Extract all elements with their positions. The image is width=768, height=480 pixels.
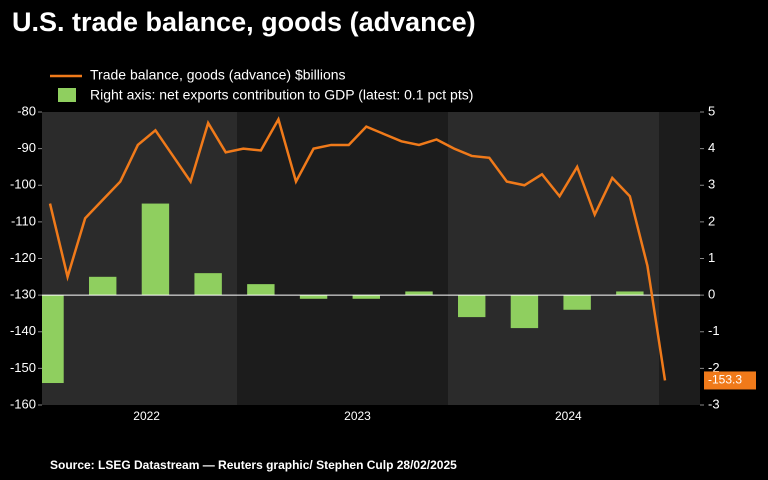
- y2-tick-label: 3: [708, 177, 715, 192]
- bar: [299, 295, 328, 299]
- bar: [247, 284, 275, 296]
- bar: [405, 291, 433, 296]
- source: Source: LSEG Datastream — Reuters graphi…: [50, 458, 457, 472]
- bar: [89, 276, 117, 296]
- x-tick-label: 2023: [344, 409, 371, 423]
- y-tick-label: -130: [10, 287, 36, 302]
- y-tick-label: -110: [11, 213, 36, 228]
- y2-tick-label: 2: [708, 213, 715, 228]
- band: [659, 112, 700, 405]
- legend-label: Trade balance, goods (advance) $billions: [90, 67, 346, 83]
- y2-tick-label: -3: [708, 396, 720, 411]
- x-tick-label: 2024: [555, 409, 582, 423]
- bar: [141, 203, 170, 296]
- line: [48, 116, 667, 381]
- bar: [510, 295, 539, 329]
- y-tick-label: -90: [17, 140, 36, 155]
- bar: [563, 295, 591, 310]
- y2-tick-label: -1: [708, 323, 720, 338]
- legend-label: Right axis: net exports contribution to …: [90, 87, 473, 103]
- plot: [42, 116, 700, 384]
- y-tick-label: -150: [10, 360, 36, 375]
- legend-swatch: [58, 88, 76, 102]
- band: [42, 112, 237, 405]
- y2-tick-label: 4: [708, 140, 715, 155]
- bar: [616, 291, 644, 296]
- y-tick-label: -140: [10, 323, 36, 338]
- y-tick-label: -120: [10, 250, 36, 265]
- bar: [194, 273, 222, 296]
- y2-tick-label: -2: [708, 360, 720, 375]
- chart-title: U.S. trade balance, goods (advance): [12, 7, 476, 37]
- y2-tick-label: 5: [708, 103, 715, 118]
- y-tick-label: -100: [10, 177, 36, 192]
- band: [237, 112, 448, 405]
- bar: [352, 295, 380, 299]
- value-label: -153.3: [708, 373, 742, 387]
- y-tick-label: -80: [17, 103, 36, 118]
- bar: [458, 295, 486, 318]
- bar: [42, 295, 64, 384]
- band: [448, 112, 659, 405]
- y2-tick-label: 0: [708, 287, 715, 302]
- y2-tick-label: 1: [708, 250, 715, 265]
- value-label-box: [704, 371, 756, 390]
- y-tick-label: -160: [10, 396, 36, 411]
- x-tick-label: 2022: [133, 409, 160, 423]
